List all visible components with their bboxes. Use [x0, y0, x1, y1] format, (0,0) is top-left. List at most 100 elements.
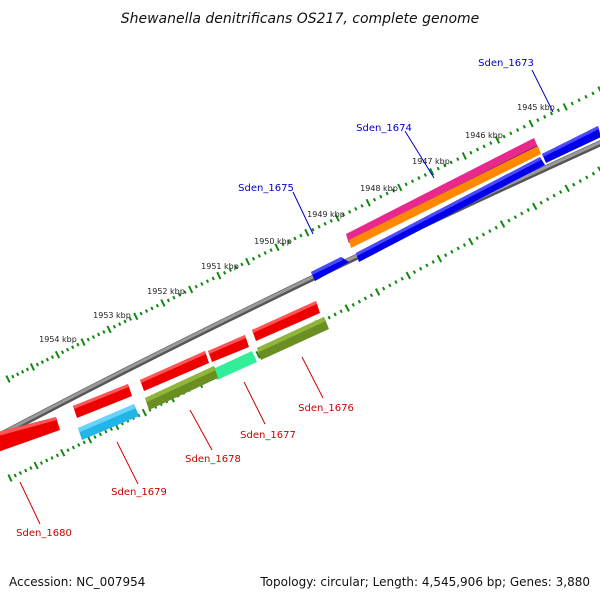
minor-tick [456, 246, 460, 251]
minor-tick [269, 248, 273, 253]
minor-tick [436, 166, 440, 171]
major-tick [29, 363, 35, 371]
leader-sden-1677 [243, 381, 266, 425]
minor-tick [475, 147, 480, 152]
minor-tick [489, 141, 493, 145]
minor-tick [25, 367, 30, 372]
minor-tick [66, 448, 70, 453]
minor-tick [507, 218, 511, 223]
minor-tick [591, 91, 595, 96]
minor-tick [11, 374, 15, 379]
minor-tick [546, 197, 550, 202]
minor-tick [509, 131, 513, 136]
minor-tick [482, 144, 486, 149]
minor-tick [66, 347, 70, 352]
gene-sden-1680[interactable] [0, 417, 60, 452]
minor-tick [45, 357, 50, 362]
minor-tick [360, 203, 364, 208]
minor-tick [200, 282, 204, 286]
minor-tick [450, 249, 454, 254]
minor-tick [577, 98, 581, 103]
minor-tick [150, 306, 154, 311]
minor-tick [311, 227, 315, 232]
minor-tick [76, 342, 80, 347]
minor-tick [155, 303, 159, 308]
minor-tick [144, 309, 149, 313]
minor-tick [431, 260, 435, 264]
major-tick [597, 86, 600, 93]
gene-label-sden-1680[interactable]: Sden_1680 [16, 528, 72, 539]
minor-tick [60, 350, 65, 355]
minor-tick [97, 332, 101, 337]
minor-tick [419, 266, 423, 271]
minor-tick [29, 466, 33, 470]
minor-tick [584, 94, 588, 99]
gene-label-sden-1677[interactable]: Sden_1677 [240, 430, 296, 441]
major-tick [494, 135, 501, 144]
minor-tick [513, 215, 518, 219]
major-tick [133, 312, 139, 321]
minor-tick [40, 360, 44, 364]
minor-tick [98, 432, 102, 437]
minor-tick [388, 283, 392, 288]
kbp-labels: 1945 kbp 1946 kbp 1947 kbp 1948 kbp 1949… [39, 103, 555, 344]
gene-sden-1676[interactable] [252, 301, 320, 341]
minor-tick [50, 456, 54, 460]
gene-label-sden-1678[interactable]: Sden_1678 [185, 454, 241, 465]
gene-sden-1678-highlight [140, 351, 206, 383]
gene-sden-1678[interactable] [140, 351, 209, 391]
major-tick [54, 350, 61, 359]
minor-tick [543, 114, 547, 119]
minor-tick [363, 296, 367, 301]
minor-tick [559, 190, 563, 194]
minor-tick [341, 212, 346, 217]
minor-tick [50, 355, 55, 360]
minor-tick [109, 427, 113, 431]
kbp-label: 1945 kbp [517, 103, 555, 112]
gene-sden-1680-highlight [0, 417, 57, 436]
gene-label-sden-1676[interactable]: Sden_1676 [298, 403, 354, 414]
major-tick [499, 220, 506, 228]
minor-tick [24, 468, 28, 473]
minor-tick [369, 293, 374, 298]
gene-sden-1675-highlight [311, 257, 343, 275]
minor-tick [323, 221, 327, 226]
minor-tick [35, 362, 40, 367]
major-tick [33, 461, 39, 470]
minor-tick [552, 193, 556, 198]
leader-sden-1678 [189, 409, 213, 451]
minor-tick [118, 322, 122, 327]
minor-tick [293, 236, 297, 241]
genome-title: Shewanella denitrificans OS217, complete… [121, 11, 480, 27]
minor-tick [172, 295, 176, 300]
minor-tick [351, 303, 355, 307]
minor-tick [82, 440, 86, 445]
minor-tick [520, 211, 524, 216]
gene-label-sden-1679[interactable]: Sden_1679 [111, 487, 167, 498]
major-tick [60, 448, 66, 457]
minor-tick [263, 251, 267, 255]
minor-tick [251, 256, 256, 261]
gene-sden-1677[interactable] [208, 335, 249, 362]
minor-tick [13, 473, 17, 478]
cog-band-mint-1677 [213, 351, 257, 380]
gene-sden-1679[interactable] [73, 384, 132, 418]
gene-sden-1675[interactable] [311, 257, 349, 281]
major-tick [564, 184, 570, 193]
minor-tick [357, 299, 361, 304]
minor-tick [112, 324, 117, 329]
minor-tick [102, 330, 106, 334]
gene-label-sden-1675[interactable]: Sden_1675 [238, 183, 294, 194]
minor-tick [354, 206, 358, 211]
minor-tick [578, 179, 582, 183]
gene-sden-1674[interactable] [356, 157, 545, 262]
minor-tick [570, 101, 574, 106]
gene-label-sden-1674[interactable]: Sden_1674 [356, 123, 412, 134]
leader-sden-1676 [301, 356, 324, 399]
minor-tick [539, 200, 543, 205]
gene-label-sden-1673[interactable]: Sden_1673 [478, 58, 534, 69]
kbp-label: 1952 kbp [147, 287, 185, 296]
minor-tick [549, 111, 554, 116]
minor-tick [299, 233, 303, 238]
